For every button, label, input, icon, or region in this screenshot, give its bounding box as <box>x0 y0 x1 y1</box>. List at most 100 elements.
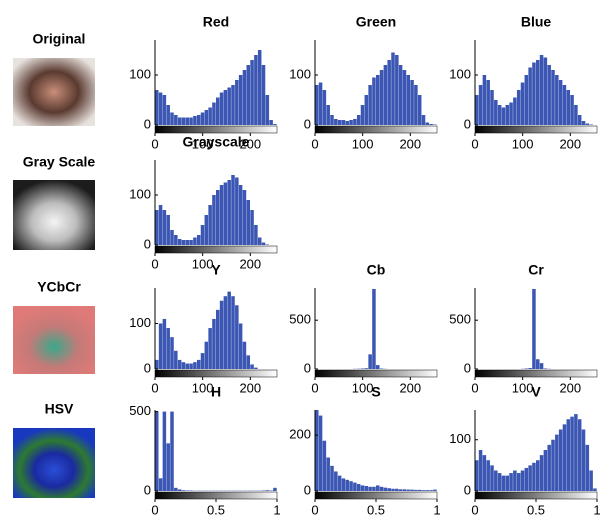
histogram-bar <box>365 368 369 369</box>
histogram-bar <box>521 83 525 126</box>
histogram-bar <box>528 465 532 491</box>
histogram-bar <box>170 230 174 245</box>
histogram-bar <box>403 70 407 125</box>
histogram-bar <box>231 175 235 245</box>
histogram-bar <box>250 60 254 125</box>
histogram-bar <box>525 75 529 125</box>
image-original <box>13 58 95 126</box>
histogram-bar <box>490 465 494 491</box>
histogram-bar <box>250 364 254 369</box>
x-tick-label: 0 <box>151 380 158 395</box>
y-tick-label: 0 <box>144 360 151 375</box>
x-tick-label: 100 <box>192 256 214 271</box>
histogram-bar <box>361 105 365 125</box>
histogram-bar <box>578 115 582 125</box>
histogram-bar <box>506 476 510 491</box>
histogram-bar <box>163 412 167 491</box>
histogram-bar <box>212 103 216 126</box>
histogram-bar <box>163 319 167 369</box>
histogram-bar <box>494 100 498 125</box>
histogram-bar <box>186 118 190 126</box>
histogram-bar <box>342 478 346 491</box>
histogram-bar <box>349 481 353 491</box>
histogram-bar <box>266 490 270 491</box>
x-tick-label: 0 <box>471 136 478 151</box>
y-tick-label: 100 <box>449 66 471 81</box>
histogram-bar <box>540 363 544 369</box>
histogram-bar <box>216 98 220 126</box>
x-tick-label: 200 <box>239 256 261 271</box>
colorbar <box>475 492 597 499</box>
histogram-bar <box>426 123 430 126</box>
histogram-bar <box>570 95 574 125</box>
figure: Original Gray Scale YCbCr HSV 0100010020… <box>0 0 604 521</box>
histogram-bar <box>555 435 559 491</box>
histogram-bar <box>338 476 342 491</box>
histogram-bar <box>365 486 369 491</box>
histogram-bar <box>521 470 525 491</box>
colorbar <box>155 492 277 499</box>
histogram-bar <box>273 124 277 125</box>
histogram-bar <box>262 243 266 246</box>
chart-title: Cb <box>367 262 386 278</box>
histogram-bar <box>574 105 578 125</box>
histogram-bar <box>368 85 372 125</box>
image-ycbcr <box>13 306 95 374</box>
histogram-bar <box>166 328 170 369</box>
histogram-bar <box>494 470 498 491</box>
x-tick-label: 200 <box>399 136 421 151</box>
x-tick-label: 0 <box>311 502 318 517</box>
histogram-bar <box>193 238 197 246</box>
row-label: Gray Scale <box>23 154 96 170</box>
histogram-bar <box>589 470 593 491</box>
histogram-bar <box>224 90 228 125</box>
chart-title: Red <box>203 14 229 30</box>
histogram-bar <box>220 93 224 126</box>
histogram-bar <box>395 489 399 491</box>
x-tick-label: 200 <box>399 380 421 395</box>
histogram-bar <box>361 485 365 491</box>
histogram-bar <box>426 490 430 491</box>
histogram-bar <box>174 115 178 125</box>
histogram-bar <box>502 108 506 126</box>
histogram-bar <box>243 70 247 125</box>
histogram-bar <box>334 119 338 125</box>
x-tick-label: 0 <box>151 256 158 271</box>
histogram-bar <box>178 239 182 245</box>
row-label: Original <box>33 31 86 47</box>
histogram-bar <box>326 105 330 125</box>
histogram-bar <box>384 65 388 125</box>
histogram-bar <box>536 460 540 491</box>
y-tick-label: 200 <box>289 427 311 442</box>
histogram-bar <box>239 75 243 125</box>
colorbar <box>155 126 277 133</box>
histogram-bar <box>570 417 574 491</box>
histogram-bar <box>532 63 536 126</box>
y-tick-label: 0 <box>464 116 471 131</box>
histogram-bar <box>250 210 254 245</box>
histogram-bar <box>368 354 372 369</box>
histogram-bar <box>532 463 536 491</box>
histogram-bar <box>418 490 422 491</box>
x-tick-label: 0 <box>471 502 478 517</box>
histogram-bar <box>387 488 391 491</box>
histogram-bar <box>227 88 231 126</box>
histogram-bar <box>216 310 220 369</box>
histogram-bar <box>208 328 212 369</box>
histogram-bar <box>330 115 334 125</box>
histogram-bar <box>262 65 266 125</box>
histogram-bar <box>353 483 357 491</box>
histogram-bar <box>365 95 369 125</box>
histogram-bar <box>593 488 597 491</box>
histogram-bar <box>422 115 426 125</box>
colorbar <box>475 126 597 133</box>
chart-title: S <box>371 384 380 400</box>
row-label: HSV <box>45 401 74 417</box>
histogram-bar <box>433 490 437 491</box>
histogram-bar <box>178 360 182 369</box>
histogram-bar <box>247 65 251 125</box>
histogram-bar <box>418 95 422 125</box>
y-tick-label: 500 <box>449 312 471 327</box>
histogram-bar <box>224 183 228 246</box>
histogram-bar <box>319 416 323 491</box>
